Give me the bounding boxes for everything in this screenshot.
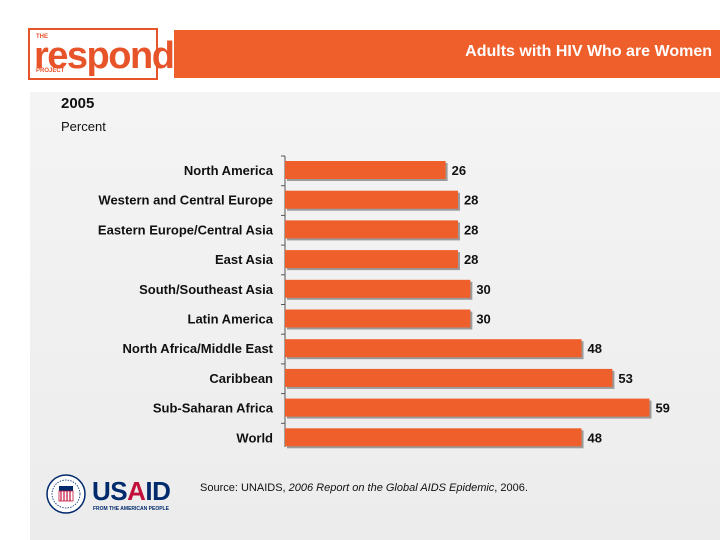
chart-unit: Percent — [61, 119, 106, 134]
source-citation: Source: UNAIDS, 2006 Report on the Globa… — [200, 482, 528, 494]
logo-wordmark: respond — [34, 35, 175, 77]
bar-world — [285, 428, 582, 447]
logo-bottom-text: PROJECT — [36, 68, 65, 74]
value-label: 30 — [476, 282, 490, 297]
value-label: 53 — [618, 371, 632, 386]
value-label: 26 — [452, 163, 466, 178]
logo-top-text: THE — [36, 34, 48, 40]
source-prefix: Source: UNAIDS, — [200, 482, 289, 494]
chart-year: 2005 — [61, 95, 95, 112]
bar-sub-saharan-africa — [285, 398, 650, 417]
usaid-tagline: FROM THE AMERICAN PEOPLE — [93, 506, 169, 512]
category-label: South/Southeast Asia — [139, 282, 274, 297]
source-suffix: , 2006. — [494, 482, 528, 494]
bar-eastern-europe-central-asia — [285, 220, 458, 239]
slide-title: Adults with HIV Who are Women — [465, 43, 712, 60]
bar-north-africa-middle-east — [285, 339, 582, 358]
category-label: North Africa/Middle East — [123, 341, 274, 356]
category-label: Eastern Europe/Central Asia — [98, 222, 274, 237]
bar-north-america — [285, 161, 446, 179]
usaid-us: US — [92, 476, 128, 506]
value-label: 28 — [464, 252, 478, 267]
bar-east-asia — [285, 250, 458, 269]
value-label: 59 — [655, 401, 669, 416]
value-label: 28 — [464, 222, 478, 237]
usaid-a: A — [127, 476, 146, 506]
usaid-wordmark: USAID — [92, 476, 171, 506]
bar-western-and-central-europe — [285, 190, 458, 209]
respond-project-logo: THE respond PROJECT — [28, 28, 175, 80]
value-label: 48 — [588, 430, 602, 445]
header-bar: Adults with HIV Who are Women — [174, 30, 720, 78]
source-title: 2006 Report on the Global AIDS Epidemic — [288, 482, 495, 494]
value-label: 48 — [588, 341, 602, 356]
bar-caribbean — [285, 368, 613, 387]
usaid-seal-icon — [46, 474, 86, 514]
category-label: East Asia — [215, 252, 274, 267]
category-label: Sub-Saharan Africa — [153, 401, 274, 416]
bar-latin-america — [285, 309, 471, 328]
bar-south-southeast-asia — [285, 279, 471, 298]
category-label: North America — [184, 163, 274, 178]
value-label: 28 — [464, 193, 478, 208]
value-label: 30 — [476, 312, 490, 327]
category-label: Latin America — [188, 312, 274, 327]
category-label: Western and Central Europe — [98, 193, 273, 208]
category-label: World — [236, 430, 273, 445]
usaid-id: ID — [145, 476, 171, 506]
category-label: Caribbean — [209, 371, 273, 386]
